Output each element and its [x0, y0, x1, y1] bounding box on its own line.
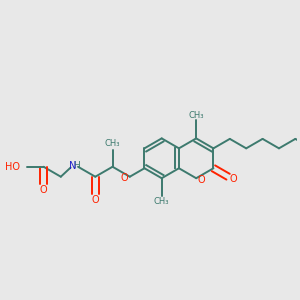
- Text: CH₃: CH₃: [188, 111, 204, 120]
- Text: CH₃: CH₃: [154, 197, 170, 206]
- Text: N: N: [69, 161, 77, 171]
- Text: O: O: [197, 176, 205, 185]
- Text: CH₃: CH₃: [105, 139, 120, 148]
- Text: O: O: [92, 195, 99, 205]
- Text: H: H: [73, 161, 80, 170]
- Text: O: O: [121, 173, 128, 183]
- Text: O: O: [229, 175, 237, 184]
- Text: O: O: [40, 185, 47, 195]
- Text: HO: HO: [5, 162, 20, 172]
